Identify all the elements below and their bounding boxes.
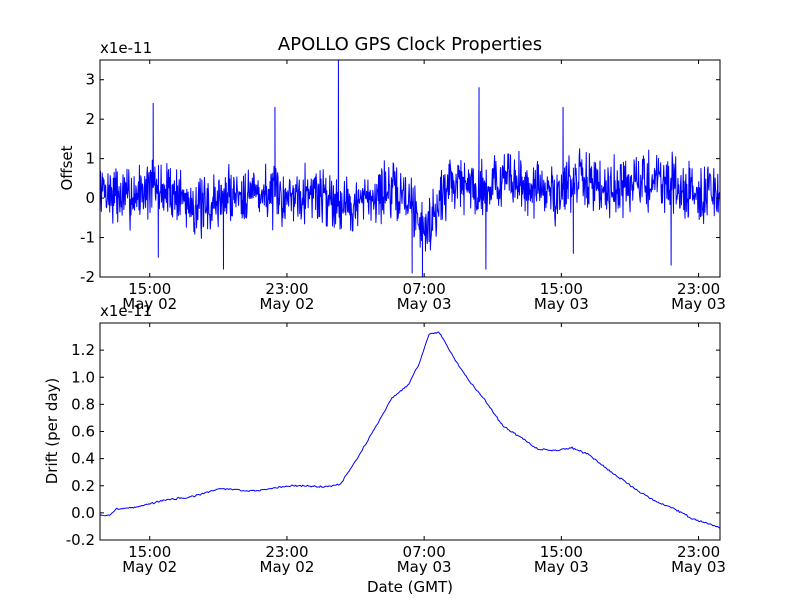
x-tick-date-label: May 02	[122, 558, 177, 576]
y-tick-label: -1	[80, 229, 95, 247]
x-tick-date-label: May 03	[671, 558, 726, 576]
x-tick-time-label: 23:00	[265, 543, 308, 561]
y-tick-label: 3	[85, 71, 95, 89]
y-tick-label: 1.2	[71, 341, 95, 359]
drift-series-line	[100, 331, 720, 529]
x-tick-date-label: May 02	[260, 295, 315, 313]
x-tick-time-label: 07:00	[403, 543, 446, 561]
x-tick-date-label: May 03	[397, 558, 452, 576]
y-tick-label: 0.4	[71, 450, 95, 468]
x-tick-time-label: 23:00	[265, 280, 308, 298]
x-tick-time-label: 23:00	[677, 543, 720, 561]
y-tick-label: 0.2	[71, 477, 95, 495]
x-tick-date-label: May 02	[122, 295, 177, 313]
x-tick-time-label: 23:00	[677, 280, 720, 298]
x-tick-time-label: 15:00	[540, 280, 583, 298]
x-tick-date-label: May 03	[534, 295, 589, 313]
x-tick-time-label: 15:00	[540, 543, 583, 561]
drift-y-axis-label: Drift (per day)	[43, 378, 61, 485]
x-axis-label: Date (GMT)	[367, 578, 453, 596]
plot-border	[99, 59, 721, 278]
drift-plot-frame	[99, 322, 721, 541]
x-tick-date-label: May 03	[397, 295, 452, 313]
x-tick-time-label: 15:00	[128, 543, 171, 561]
y-tick-label: 0.6	[71, 423, 95, 441]
x-tick-date-label: May 03	[671, 295, 726, 313]
x-tick-time-label: 15:00	[128, 280, 171, 298]
offset-scale-label: x1e-11	[100, 39, 152, 57]
offset-plot-frame	[99, 59, 721, 278]
y-tick-label: 1	[85, 150, 95, 168]
y-tick-label: 0	[85, 189, 95, 207]
y-tick-label: 0.8	[71, 395, 95, 413]
y-tick-label: -2	[80, 268, 95, 286]
drift-panel: x1e-11 Drift (per day) Date (GMT) -0.2 0.…	[43, 302, 726, 596]
chart-title: APOLLO GPS Clock Properties	[278, 34, 542, 55]
x-tick-date-label: May 02	[260, 558, 315, 576]
plot-border	[99, 322, 721, 541]
offset-plot-area	[100, 60, 720, 277]
drift-scale-label: x1e-11	[100, 302, 152, 320]
y-tick-label: 1.0	[71, 368, 95, 386]
y-tick-label: -0.2	[66, 531, 95, 549]
x-tick-time-label: 07:00	[403, 280, 446, 298]
offset-y-axis-label: Offset	[58, 145, 76, 190]
x-tick-date-label: May 03	[534, 558, 589, 576]
offset-series-line	[100, 60, 720, 277]
drift-plot-area	[100, 331, 720, 529]
y-tick-label: 2	[85, 110, 95, 128]
y-tick-label: 0.0	[71, 504, 95, 522]
